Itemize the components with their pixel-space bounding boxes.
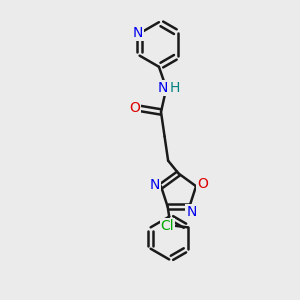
Text: Cl: Cl [161,219,174,233]
Text: N: N [149,178,160,192]
Text: N: N [187,205,197,219]
Text: N: N [157,81,168,95]
Text: O: O [197,177,208,191]
Text: H: H [169,81,180,95]
Text: O: O [129,101,140,116]
Text: N: N [132,26,143,40]
